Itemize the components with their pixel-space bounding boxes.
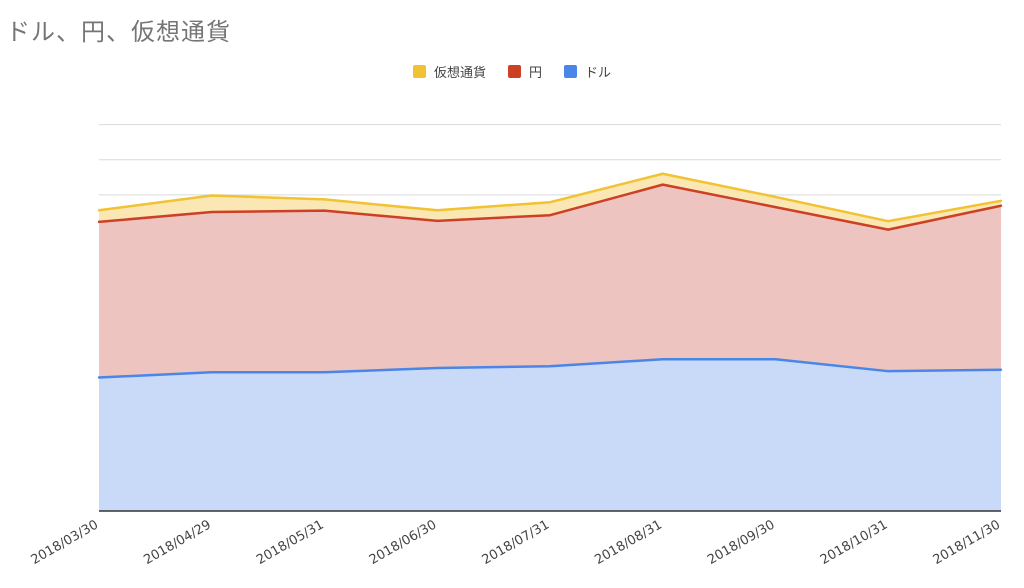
data-point	[999, 199, 1003, 202]
data-point	[548, 214, 552, 217]
x-tick-label: 2018/07/31	[480, 517, 552, 567]
legend-label-dollar: ドル	[585, 66, 612, 81]
x-tick-label: 2018/10/31	[818, 517, 890, 567]
data-point	[323, 209, 326, 212]
data-point	[436, 219, 439, 223]
legend-item-dollar[interactable]: ドル	[564, 62, 611, 81]
data-point	[661, 172, 664, 175]
data-point	[999, 368, 1003, 371]
data-point	[210, 194, 213, 197]
data-point	[210, 210, 213, 214]
data-point	[97, 209, 101, 212]
data-point	[661, 358, 664, 361]
data-point	[548, 201, 552, 204]
x-tick-label: 2018/03/30	[29, 517, 101, 567]
data-point	[887, 219, 890, 223]
legend-swatch-dollar	[564, 65, 577, 78]
data-point	[999, 204, 1003, 207]
legend-label-crypto: 仮想通貨	[433, 66, 486, 81]
x-tick-label: 2018/05/31	[254, 517, 326, 567]
x-tick-label: 2018/09/30	[705, 517, 777, 567]
data-point	[774, 205, 777, 209]
data-point	[774, 195, 777, 199]
data-point	[887, 228, 890, 231]
legend-swatch-crypto	[412, 65, 426, 78]
data-point	[774, 358, 777, 361]
data-point	[436, 209, 439, 212]
data-point	[323, 371, 326, 374]
data-point	[323, 198, 326, 201]
area-1	[99, 184, 1001, 378]
legend: 仮想通貨 円 ドル	[0, 62, 1024, 81]
x-tick-label: 2018/04/29	[141, 517, 213, 567]
legend-item-crypto[interactable]: 仮想通貨	[412, 62, 486, 81]
x-tick-label: 2018/11/30	[931, 517, 1003, 567]
data-point	[548, 365, 552, 368]
legend-label-yen: 円	[528, 66, 542, 81]
data-point	[97, 220, 101, 224]
data-point	[887, 369, 890, 373]
data-point	[661, 183, 664, 186]
x-tick-label: 2018/06/30	[367, 517, 439, 567]
area-0	[99, 359, 1001, 511]
data-point	[436, 366, 439, 370]
legend-swatch-yen	[507, 65, 521, 78]
data-point	[97, 376, 101, 379]
x-tick-label: 2018/08/31	[592, 517, 664, 567]
legend-item-yen[interactable]: 円	[507, 62, 542, 81]
chart-title: ドル、円、仮想通貨	[6, 18, 231, 46]
data-point	[210, 371, 213, 374]
